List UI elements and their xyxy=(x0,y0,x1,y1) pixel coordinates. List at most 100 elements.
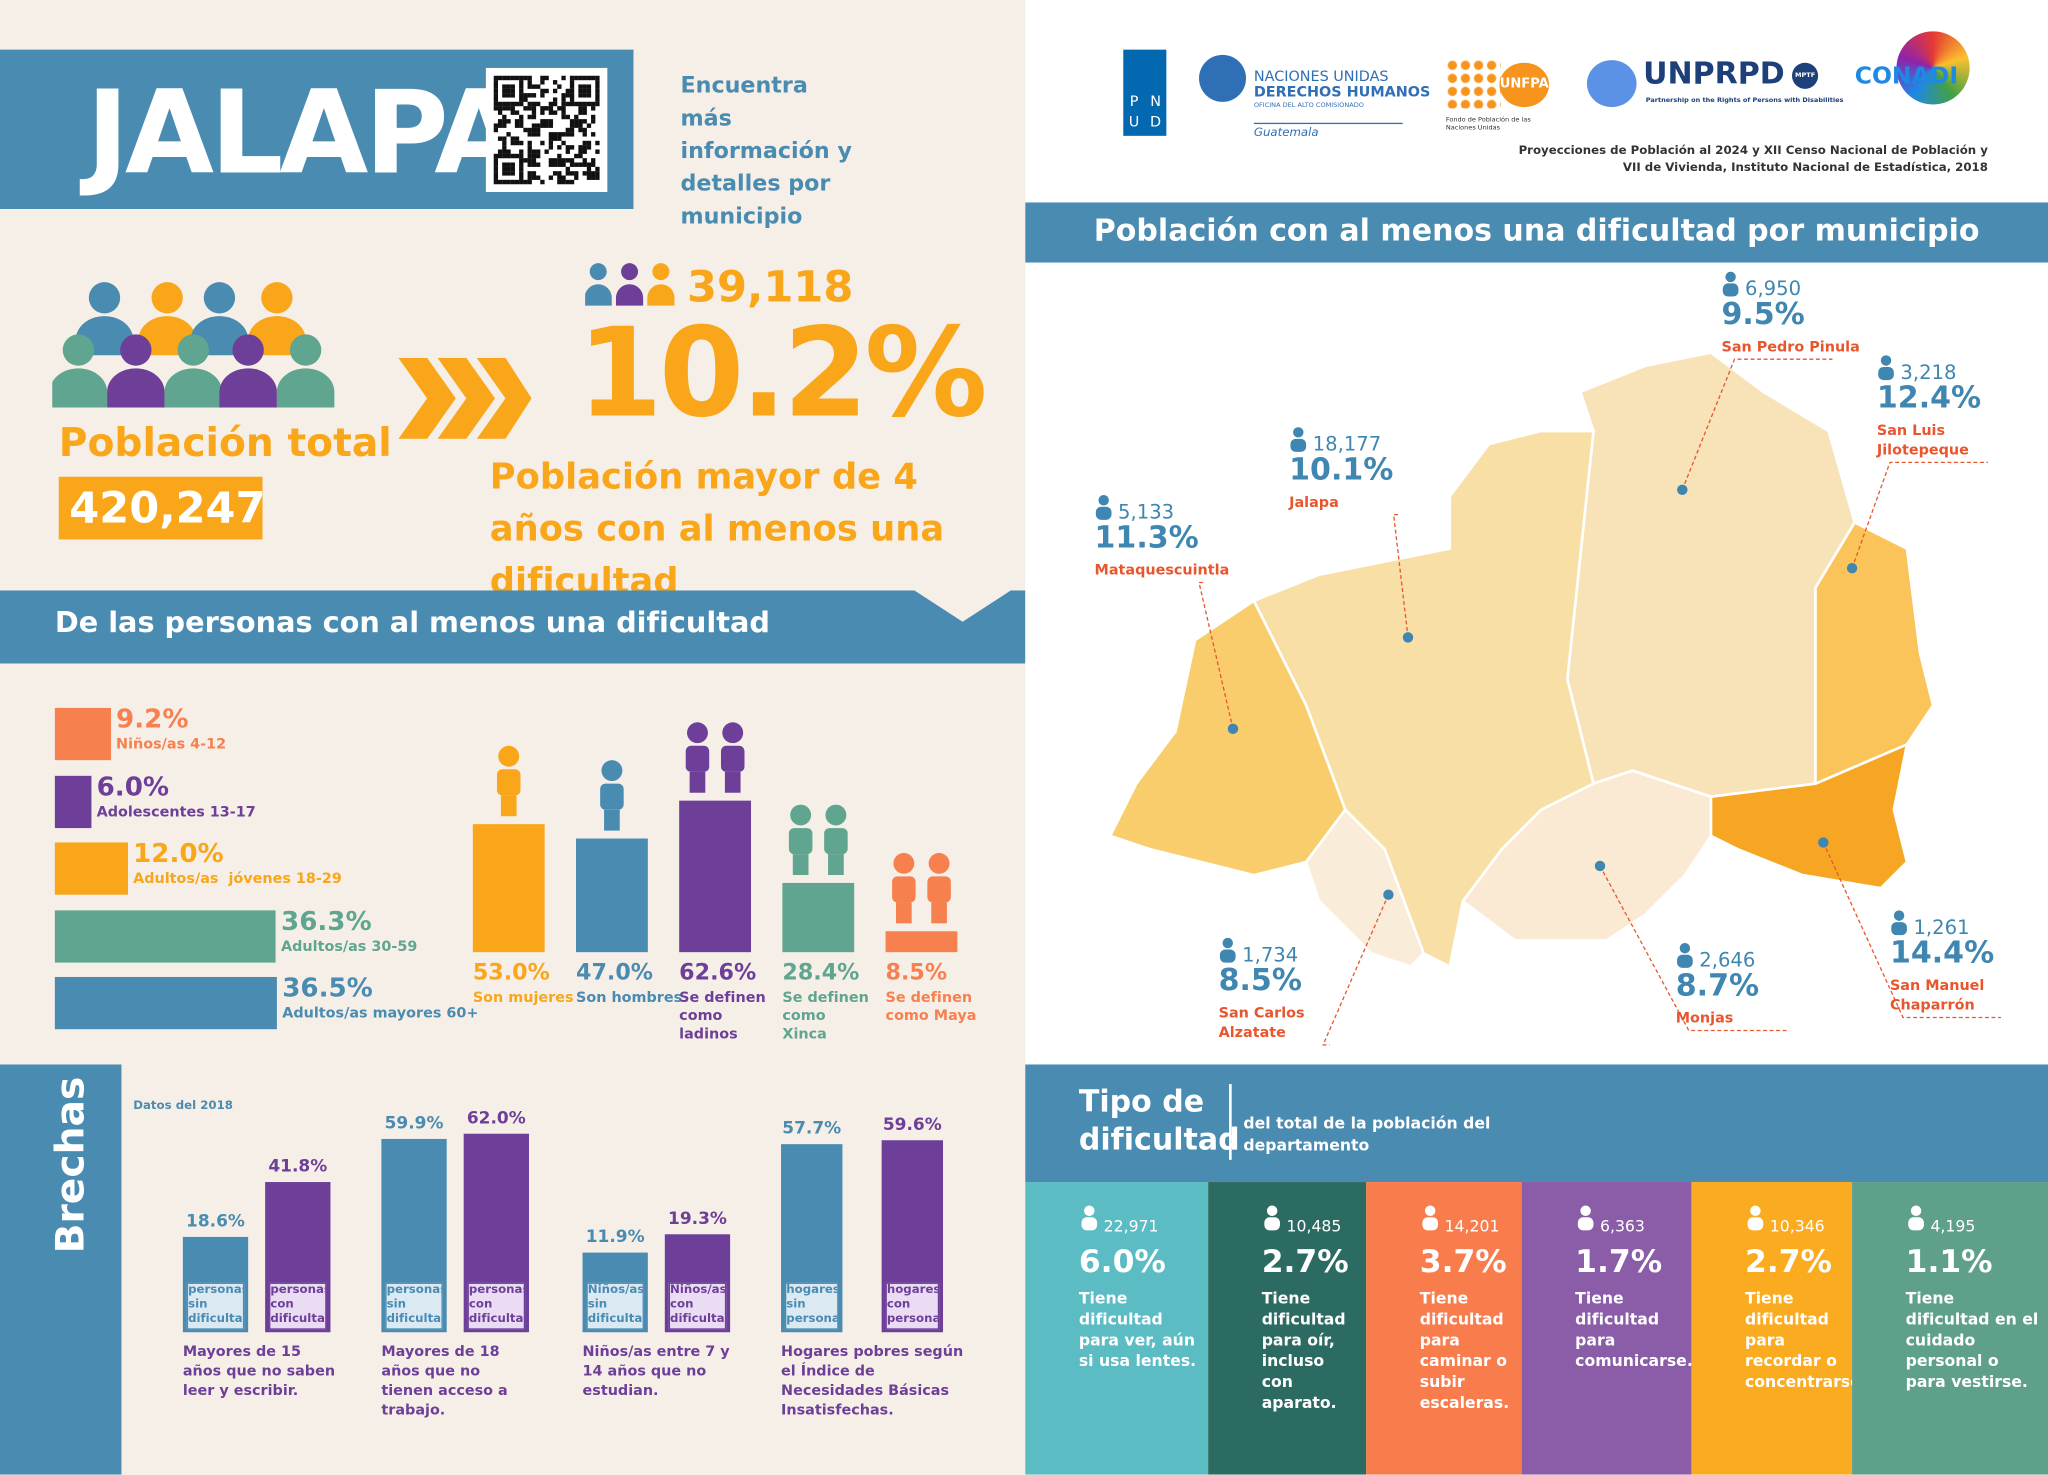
qr-cell xyxy=(502,136,507,141)
qr-cell xyxy=(510,166,515,172)
qr-cell xyxy=(519,140,524,146)
qr-cell xyxy=(582,88,587,94)
person-legs xyxy=(604,809,620,831)
qr-cell xyxy=(595,84,600,89)
qr-cell xyxy=(569,75,575,81)
qr-cell xyxy=(493,158,499,163)
qr-cell xyxy=(548,140,554,146)
qr-cell xyxy=(523,106,528,111)
qr-cell xyxy=(586,171,592,176)
municipality-dot xyxy=(1818,837,1829,848)
qr-cell xyxy=(561,93,566,98)
person-head xyxy=(589,263,607,281)
qr-cell xyxy=(523,75,528,81)
person-head xyxy=(1424,1205,1436,1216)
qr-cell xyxy=(493,88,499,94)
qr-cell xyxy=(506,153,511,159)
person-head xyxy=(687,722,708,744)
gap-caption: Hogares pobres según el Índice de Necesi… xyxy=(781,1342,964,1419)
qr-cell xyxy=(552,110,558,115)
qr-cell xyxy=(586,84,592,89)
qr-cell xyxy=(519,75,524,81)
qr-cell xyxy=(510,179,515,185)
municipality-shape xyxy=(1566,351,1857,799)
person-icon xyxy=(1677,943,1693,968)
type-description: Tiene dificultad en el cuidado personal … xyxy=(1905,1289,2039,1392)
map-title: Población con al menos una dificultad po… xyxy=(1093,214,1980,249)
person-head xyxy=(621,263,639,281)
chevrons xyxy=(398,357,532,439)
qr-cell xyxy=(591,175,596,180)
qr-cell xyxy=(536,149,541,154)
qr-cell xyxy=(502,84,507,89)
identity-icon xyxy=(788,805,848,876)
qr-cell xyxy=(586,101,592,107)
qr-cell xyxy=(506,171,511,176)
qr-cell xyxy=(548,162,554,167)
qr-cell xyxy=(548,136,554,141)
qr-cell xyxy=(527,84,532,89)
municipality-count: 18,177 xyxy=(1312,432,1382,456)
type-count: 14,201 xyxy=(1444,1217,1500,1236)
qr-code xyxy=(485,67,608,192)
person-body xyxy=(52,368,108,408)
qr-cell xyxy=(595,166,600,172)
qr-cell xyxy=(514,140,520,146)
qr-cell xyxy=(502,149,507,154)
person-body xyxy=(585,284,612,306)
qr-cell xyxy=(595,97,600,102)
person-body xyxy=(1722,283,1739,297)
qr-cell xyxy=(510,171,515,176)
total-value: 420,247 xyxy=(58,476,266,540)
person-body xyxy=(927,876,951,903)
qr-cell xyxy=(595,171,600,176)
identity-name: Se definen como Maya xyxy=(885,988,977,1024)
qr-cell xyxy=(493,175,499,180)
qr-cell xyxy=(519,119,524,124)
qr-cell xyxy=(497,106,503,111)
qr-cell xyxy=(582,162,587,167)
qr-cell xyxy=(531,175,537,180)
person-icon xyxy=(1422,1205,1439,1231)
qr-cell xyxy=(510,106,515,111)
qr-cell xyxy=(595,80,600,85)
source: Proyecciones de Población al 2024 y XII … xyxy=(1518,144,1988,176)
people-icon xyxy=(585,263,675,306)
qr-cell xyxy=(578,123,583,128)
identity-name: Se definen como ladinos xyxy=(679,988,766,1043)
qr-cell xyxy=(510,101,515,107)
qr-cell xyxy=(565,127,570,133)
qr-cell xyxy=(527,162,532,167)
qr-cell xyxy=(561,132,566,137)
qr-cell xyxy=(582,110,587,115)
qr-cell xyxy=(574,153,579,159)
qr-cell xyxy=(531,123,537,128)
gap-caption: Mayores de 15 años que no saben leer y e… xyxy=(182,1342,336,1399)
title: JALAPA xyxy=(86,65,523,200)
person-body xyxy=(496,769,521,796)
qr-cell xyxy=(582,119,587,124)
person-icon xyxy=(1908,1205,1924,1231)
gaps-title: Brechas xyxy=(48,1076,95,1254)
person-legs xyxy=(689,772,706,794)
qr-cell xyxy=(569,84,575,89)
qr-cell xyxy=(578,84,583,89)
qr-cell xyxy=(569,162,575,167)
person-body xyxy=(1219,949,1236,963)
section-band xyxy=(0,590,1026,664)
qr-cell xyxy=(497,136,503,141)
qr-cell xyxy=(510,153,515,159)
logo-text: Partnership on the Rights of Persons wit… xyxy=(1645,96,1844,105)
person-head xyxy=(1580,1205,1591,1216)
qr-cell xyxy=(506,93,511,98)
municipality-count: 2,646 xyxy=(1699,948,1756,972)
qr-cell xyxy=(493,101,499,107)
qr-cell xyxy=(557,132,562,137)
logo-text: DERECHOS HUMANOS xyxy=(1253,83,1431,101)
type-percent: 3.7% xyxy=(1419,1243,1507,1280)
person-head xyxy=(652,263,670,281)
age-name: Adultos/as 30-59 xyxy=(281,937,418,955)
age-percent: 36.3% xyxy=(281,904,372,936)
qr-cell xyxy=(502,88,507,94)
qr-cell xyxy=(586,88,592,94)
